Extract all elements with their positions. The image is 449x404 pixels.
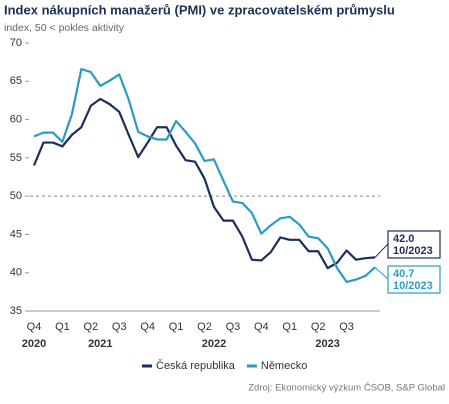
y-tick-label: 60	[10, 113, 22, 125]
callout-value: 40.7	[393, 268, 414, 280]
x-tick-label: Q4	[254, 321, 269, 333]
x-tick-label: Q2	[197, 321, 212, 333]
callout-value: 42.0	[393, 233, 414, 245]
source: Zdroj: Ekonomický výzkum ČSOB, S&P Globa…	[248, 383, 445, 394]
chart-title: Index nákupních manažerů (PMI) ve zpraco…	[4, 2, 395, 17]
callout-date: 10/2023	[393, 245, 433, 257]
x-tick-label: Q2	[83, 321, 98, 333]
y-tick-label: 40	[10, 267, 22, 279]
y-tick-label: 50	[10, 190, 22, 202]
y-tick-label: 65	[10, 75, 22, 87]
x-year-label: 2020	[22, 338, 46, 350]
chart-subtitle: index, 50 < pokles aktivity	[4, 22, 125, 34]
callout-connector	[374, 266, 389, 280]
x-tick-label: Q3	[112, 321, 127, 333]
y-tick-label: 35	[10, 305, 22, 317]
y-tick-label: 45	[10, 228, 22, 240]
x-tick-label: Q2	[311, 321, 326, 333]
x-tick-label: Q1	[282, 321, 297, 333]
legend-label: Česká republika	[156, 359, 236, 372]
series-line	[32, 97, 376, 270]
callout-connector	[374, 243, 389, 258]
callout-box	[387, 265, 441, 294]
y-tick-label: 55	[10, 152, 22, 164]
x-tick-label: Q3	[339, 321, 354, 333]
series-line	[33, 67, 376, 284]
x-tick-label: Q3	[226, 321, 241, 333]
x-year-label: 2022	[202, 338, 226, 350]
callout-box	[387, 230, 441, 259]
legend-label: Německo	[261, 360, 307, 372]
x-year-label: 2023	[315, 338, 339, 350]
x-tick-label: Q4	[27, 321, 42, 333]
x-tick-label: Q4	[140, 321, 155, 333]
callout-date: 10/2023	[393, 280, 433, 292]
y-tick-label: 70	[10, 37, 22, 49]
x-tick-label: Q1	[55, 321, 70, 333]
x-year-label: 2021	[88, 338, 112, 350]
x-tick-label: Q1	[169, 321, 184, 333]
